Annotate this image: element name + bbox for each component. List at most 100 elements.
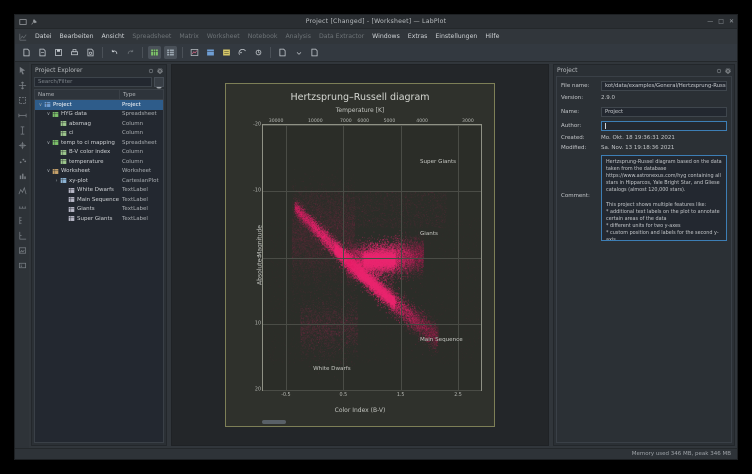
tree-row[interactable]: ∨ temp to ci mapping Spreadsheet [35, 138, 163, 148]
properties-title: Project [557, 67, 578, 74]
file-name-field[interactable]: kot/data/examples/General/Hertzsprung-Ru… [601, 81, 727, 91]
horizontal-scrollbar[interactable] [262, 420, 286, 424]
y-tick-label: -20 [253, 122, 261, 128]
search-input[interactable]: Search/Filter [34, 77, 152, 87]
menu-item-windows[interactable]: Windows [372, 33, 400, 40]
worksheet-canvas[interactable]: Hertzsprung–Russell diagram Temperature … [225, 83, 495, 427]
tree-row[interactable]: ∨ Project Project [35, 100, 163, 110]
gear-icon-2[interactable] [725, 67, 731, 74]
histogram-icon[interactable] [18, 186, 27, 195]
grid-line-vertical [400, 125, 402, 390]
left-vertical-toolbar [15, 62, 29, 448]
tree-row[interactable]: Super Giants TextLabel [35, 214, 163, 224]
new-worksheet-button[interactable] [188, 46, 201, 59]
menu-item-hilfe[interactable]: Hilfe [485, 33, 500, 40]
zoom-x-icon[interactable] [18, 111, 27, 120]
legend-icon[interactable] [18, 261, 27, 270]
float-icon[interactable] [148, 68, 154, 74]
tree-expand-icon[interactable]: ∨ [46, 111, 51, 118]
export-button[interactable] [308, 46, 321, 59]
main-body: Project Explorer Search/Filter Name Type… [15, 62, 737, 448]
print-preview-button[interactable] [84, 46, 97, 59]
zoom-select-icon[interactable] [18, 96, 27, 105]
top-axis-tick-label: 7000 [339, 119, 352, 124]
tree-row[interactable]: B-V color index Column [35, 148, 163, 158]
tree-row[interactable]: ci Column [35, 129, 163, 139]
tree-row-label: HYG data [61, 111, 87, 118]
name-field[interactable]: Project [601, 107, 727, 117]
plot-area[interactable]: -20 -10 0 10 20 -0.5 0.5 1.5 2.5 30000 10000 7000 60… [253, 119, 482, 398]
comment-textarea[interactable]: Hertzsprung-Russel diagram based on the … [601, 155, 727, 241]
zoom-y-icon[interactable] [18, 126, 27, 135]
tree-row[interactable]: Giants TextLabel [35, 205, 163, 215]
import-data-button[interactable] [276, 46, 289, 59]
plot-annotation[interactable]: Main Sequence [419, 337, 463, 343]
live-data-button[interactable] [252, 46, 265, 59]
author-field[interactable] [601, 121, 727, 131]
tree-row[interactable]: absmag Column [35, 119, 163, 129]
tree-expand-icon[interactable]: ∨ [46, 168, 51, 175]
tree-row-label: temperature [69, 158, 104, 165]
modified-row: Modified: Sa. Nov. 13 19:18:36 2021 [561, 145, 727, 151]
menu-item-ansicht[interactable]: Ansicht [101, 33, 125, 40]
cursor-arrow-icon[interactable] [18, 66, 27, 75]
close-button[interactable]: ✕ [728, 17, 734, 25]
gear-icon[interactable] [157, 67, 163, 74]
tree-row-type: Column [122, 149, 144, 156]
print-button[interactable] [68, 46, 81, 59]
image-icon[interactable] [18, 246, 27, 255]
tree-expand-icon[interactable]: ∨ [46, 139, 51, 146]
open-project-button[interactable] [36, 46, 49, 59]
worksheet-area[interactable]: Hertzsprung–Russell diagram Temperature … [171, 64, 549, 446]
menu-item-bearbeiten[interactable]: Bearbeiten [59, 33, 94, 40]
save-project-button[interactable] [52, 46, 65, 59]
new-notes-button[interactable] [220, 46, 233, 59]
tree-row-type: CartesianPlot [122, 177, 159, 184]
plot-annotation[interactable]: White Dwarfs [313, 366, 351, 373]
tree-row[interactable]: › xy-plot CartesianPlot [35, 176, 163, 186]
new-matrix-button[interactable] [164, 46, 177, 59]
spreadsheet-icon [52, 140, 59, 146]
crosshair-icon[interactable] [18, 141, 27, 150]
pin-icon[interactable] [30, 18, 38, 26]
grid-line-vertical [285, 125, 287, 390]
grid-line-horizontal [263, 191, 481, 193]
tree-row[interactable]: ∨ HYG data Spreadsheet [35, 110, 163, 120]
tree-row[interactable]: Main Sequence TextLabel [35, 195, 163, 205]
menu-item-datei[interactable]: Datei [35, 33, 52, 40]
labplot-logo-icon [19, 33, 27, 41]
minimize-button[interactable]: — [707, 17, 714, 25]
tree-row[interactable]: ∨ Worksheet Worksheet [35, 167, 163, 177]
column-icon [60, 130, 67, 136]
new-spreadsheet-button[interactable] [148, 46, 161, 59]
redo-button[interactable] [124, 46, 137, 59]
bar-chart-icon[interactable] [18, 171, 27, 180]
filter-options-button[interactable] [154, 77, 164, 91]
new-notebook-button[interactable] [204, 46, 217, 59]
tree-row[interactable]: temperature Column [35, 157, 163, 167]
new-project-button[interactable] [20, 46, 33, 59]
axis-horizontal-icon[interactable] [18, 201, 27, 210]
plot-annotation[interactable]: Super Giants [419, 159, 457, 166]
tree-expand-icon[interactable]: ∨ [38, 101, 43, 108]
tree-row[interactable]: White Dwarfs TextLabel [35, 186, 163, 196]
move-icon[interactable] [18, 81, 27, 90]
undo-button[interactable] [108, 46, 121, 59]
created-label: Created: [561, 135, 585, 141]
properties-content: File name: kot/data/examples/General/Her… [556, 76, 732, 443]
axis-vertical-icon[interactable] [18, 216, 27, 225]
new-datapicker-button[interactable] [236, 46, 249, 59]
menu-item-einstellungen[interactable]: Einstellungen [435, 33, 478, 40]
project-tree[interactable]: Name Type ∨ Project Project ∨ HYG data Spread… [34, 89, 164, 443]
axis-both-icon[interactable] [18, 231, 27, 240]
textlabel-icon [68, 187, 75, 193]
maximize-button[interactable]: □ [718, 17, 724, 25]
float-icon-2[interactable] [716, 68, 722, 74]
scatter-plot-icon[interactable] [18, 156, 27, 165]
tree-expand-icon[interactable]: › [55, 177, 58, 184]
plot-annotation[interactable]: Giants [419, 231, 438, 237]
menu-item-extras[interactable]: Extras [407, 33, 428, 40]
modified-label: Modified: [561, 145, 587, 151]
import-dropdown-button[interactable] [292, 46, 305, 59]
y-tick-label: -10 [253, 188, 261, 194]
